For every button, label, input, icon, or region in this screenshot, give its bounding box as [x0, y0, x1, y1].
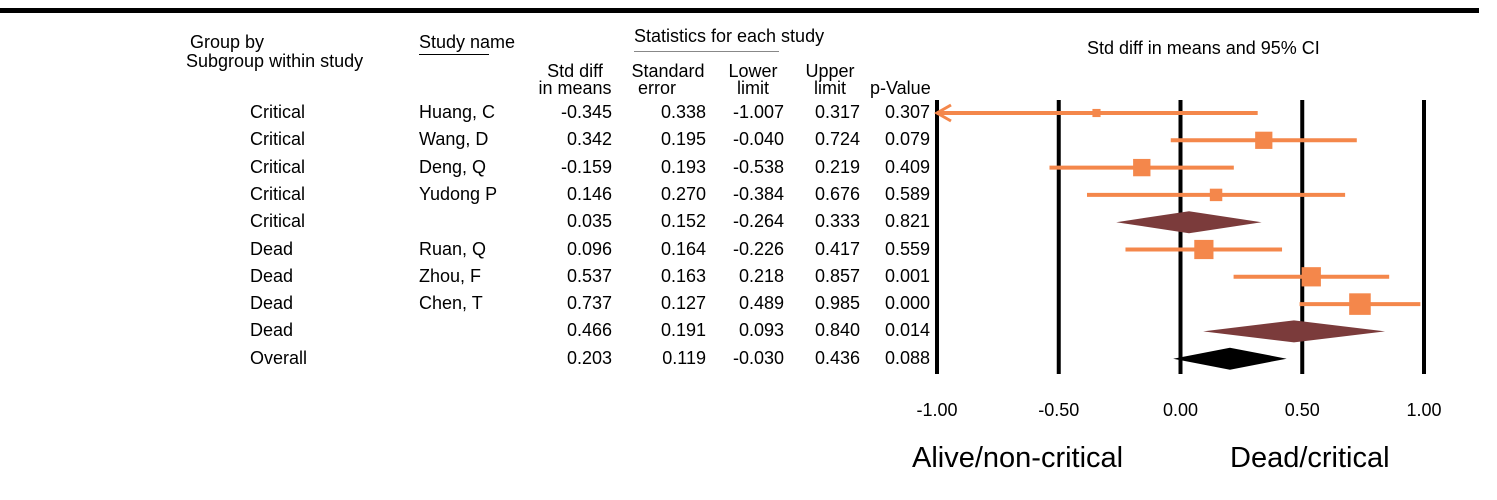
point-estimate — [1349, 293, 1371, 315]
point-estimate — [1194, 240, 1213, 259]
point-estimate — [1255, 132, 1272, 149]
tick-label: 1.00 — [1406, 400, 1441, 420]
point-estimate — [1302, 267, 1321, 286]
tick-label: -0.50 — [1038, 400, 1079, 420]
left-direction-label: Alive/non-critical — [912, 442, 1123, 474]
tick-label: 0.50 — [1285, 400, 1320, 420]
point-estimate — [1133, 159, 1150, 176]
point-estimate — [1210, 189, 1222, 201]
subgroup-diamond — [1116, 211, 1261, 233]
overall-diamond — [1173, 348, 1286, 370]
tick-label: 0.00 — [1163, 400, 1198, 420]
tick-label: -1.00 — [916, 400, 957, 420]
right-direction-label: Dead/critical — [1230, 442, 1390, 474]
point-estimate — [1092, 109, 1100, 117]
subgroup-diamond — [1203, 320, 1385, 342]
